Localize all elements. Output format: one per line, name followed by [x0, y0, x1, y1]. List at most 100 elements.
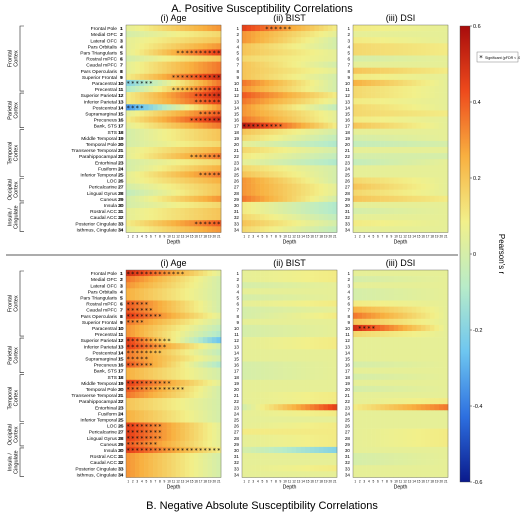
significance-marker: *	[158, 338, 161, 345]
region-label: Frontal Pole	[91, 271, 118, 277]
heatmap-cell	[242, 434, 247, 442]
heatmap-cell	[411, 440, 417, 448]
heatmap-cell	[407, 404, 413, 411]
heatmap-cell	[184, 379, 190, 387]
heatmap-cell	[384, 73, 390, 81]
heatmap-cell	[402, 422, 408, 429]
heatmap-cell	[162, 379, 168, 387]
heatmap-cell	[357, 398, 363, 405]
heatmap-cell	[207, 440, 213, 448]
heatmap-cell	[357, 349, 363, 356]
heatmap-cell	[287, 177, 293, 184]
heatmap-cell	[314, 276, 320, 283]
heatmap-cell	[207, 98, 213, 105]
heatmap-cell	[193, 79, 199, 87]
heatmap-cell	[198, 440, 204, 448]
heatmap-cell	[189, 465, 195, 472]
significance-marker: *	[131, 448, 134, 455]
heatmap-cell	[184, 300, 190, 307]
heatmap-cell	[126, 86, 131, 93]
heatmap-frame	[352, 269, 449, 478]
heatmap-cell	[332, 86, 338, 93]
significance-marker: *	[127, 362, 130, 369]
heatmap-cell	[323, 171, 329, 178]
heatmap-cell	[282, 195, 288, 203]
heatmap-cell	[260, 410, 265, 417]
region-label: Superior Parietal	[81, 338, 117, 344]
heatmap-cell	[318, 306, 324, 313]
heatmap-cell	[443, 159, 449, 166]
heatmap-cell	[309, 300, 315, 307]
heatmap-cell	[291, 398, 297, 405]
heatmap-cell	[434, 416, 440, 423]
heatmap-cell	[198, 453, 204, 460]
heatmap-cell	[148, 276, 154, 283]
heatmap-cell	[211, 116, 217, 123]
heatmap-cell	[273, 379, 279, 387]
region-label: Lateral OFC	[90, 38, 117, 44]
heatmap-cell	[384, 288, 390, 295]
heatmap-cell	[296, 214, 302, 221]
heatmap-cell	[175, 67, 181, 75]
heatmap-cell	[269, 379, 274, 387]
row-number-label: 3	[120, 283, 123, 288]
heatmap-cell	[139, 355, 145, 362]
heatmap-cell	[202, 171, 208, 178]
heatmap-cell	[198, 31, 204, 38]
heatmap-cell	[193, 324, 199, 332]
heatmap-cell	[269, 140, 274, 148]
heatmap-cell	[425, 361, 431, 368]
heatmap-cell	[189, 134, 195, 142]
heatmap-cell	[264, 373, 270, 381]
heatmap-cell	[251, 440, 256, 448]
heatmap-cell	[362, 171, 367, 178]
heatmap-cell	[287, 288, 293, 295]
heatmap-cell	[429, 208, 435, 215]
heatmap-cell	[144, 92, 149, 99]
heatmap-cell	[135, 171, 140, 178]
heatmap-cell	[162, 110, 168, 117]
heatmap-cell	[438, 43, 444, 50]
heatmap-cell	[139, 343, 145, 350]
heatmap-cell	[420, 465, 426, 472]
heatmap-cell	[353, 373, 358, 381]
heatmap-cell	[202, 306, 208, 313]
heatmap-cell	[327, 446, 333, 454]
heatmap-cell	[357, 159, 363, 166]
heatmap-cell	[309, 392, 315, 399]
heatmap-cell	[332, 140, 338, 148]
heatmap-cell	[162, 276, 168, 283]
heatmap-cell	[148, 159, 154, 166]
heatmap-cell	[144, 183, 149, 190]
heatmap-cell	[411, 294, 417, 301]
heatmap-cell	[180, 177, 186, 184]
heatmap-cell	[287, 385, 293, 393]
heatmap-cell	[425, 367, 431, 374]
region-label: Isthmus, Cingulate	[76, 227, 117, 233]
heatmap-cell	[130, 165, 136, 172]
heatmap-cell	[380, 373, 385, 381]
significance-marker: *	[131, 344, 134, 351]
heatmap-cell	[242, 49, 247, 56]
heatmap-cell	[148, 79, 154, 87]
heatmap-cell	[278, 128, 284, 136]
heatmap-cell	[375, 92, 381, 99]
heatmap-cell	[273, 361, 279, 368]
heatmap-cell	[264, 79, 270, 87]
heatmap-cell	[166, 43, 172, 50]
heatmap-cell	[402, 404, 408, 411]
heatmap-cell	[362, 428, 367, 435]
heatmap-cell	[389, 214, 395, 221]
heatmap-cell	[180, 49, 186, 56]
heatmap-cell	[251, 306, 256, 313]
heatmap-cell	[443, 195, 449, 203]
heatmap-cell	[189, 410, 195, 417]
heatmap-cell	[193, 306, 199, 313]
heatmap-cell	[166, 86, 172, 93]
heatmap-cell	[411, 410, 417, 417]
heatmap-cell	[130, 312, 136, 320]
heatmap-cell	[291, 434, 297, 442]
heatmap-cell	[135, 331, 140, 338]
heatmap-cell	[207, 110, 213, 117]
